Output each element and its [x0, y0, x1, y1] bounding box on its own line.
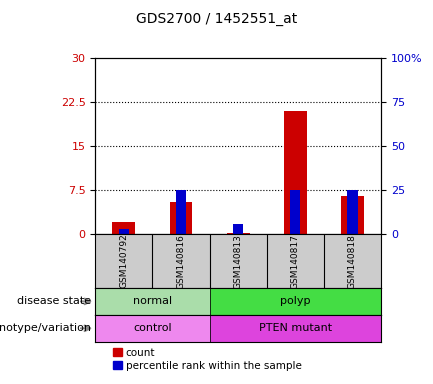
Bar: [95, 288, 210, 315]
Bar: [176, 190, 186, 234]
Bar: [233, 223, 243, 234]
Text: PTEN mutant: PTEN mutant: [259, 323, 332, 333]
Bar: [284, 111, 307, 234]
Bar: [113, 222, 135, 234]
Bar: [170, 202, 192, 234]
Text: GSM140817: GSM140817: [291, 234, 300, 288]
Text: GSM140813: GSM140813: [234, 234, 242, 288]
Bar: [95, 315, 210, 342]
Text: normal: normal: [133, 296, 172, 306]
Text: genotype/variation: genotype/variation: [0, 323, 91, 333]
Text: GSM140818: GSM140818: [348, 234, 357, 288]
Bar: [290, 190, 301, 234]
Text: GSM140816: GSM140816: [177, 234, 185, 288]
Text: polyp: polyp: [280, 296, 310, 306]
Bar: [347, 190, 358, 234]
Text: GSM140792: GSM140792: [120, 234, 128, 288]
Bar: [227, 233, 249, 234]
Bar: [119, 229, 129, 234]
Text: disease state: disease state: [17, 296, 91, 306]
Text: GDS2700 / 1452551_at: GDS2700 / 1452551_at: [136, 12, 297, 25]
Bar: [341, 196, 364, 234]
Legend: count, percentile rank within the sample: count, percentile rank within the sample: [109, 344, 306, 375]
Text: control: control: [133, 323, 172, 333]
Bar: [210, 288, 381, 315]
Bar: [210, 315, 381, 342]
